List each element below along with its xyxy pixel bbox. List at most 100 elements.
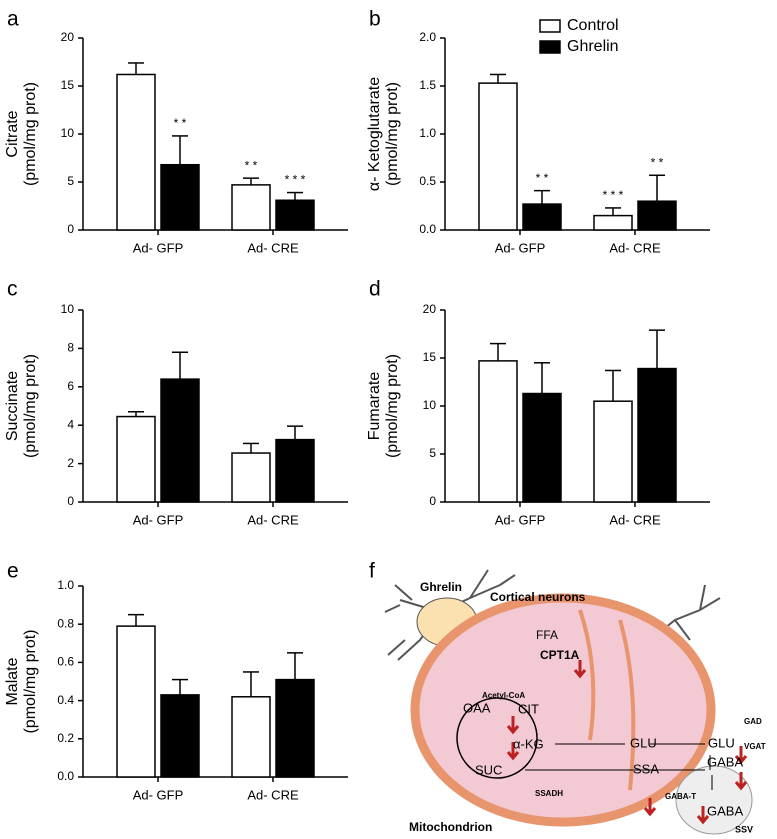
- diagram-label: GABA: [707, 754, 743, 769]
- y-tick-label: 20: [61, 30, 75, 44]
- x-tick-label: Ad- CRE: [247, 512, 299, 527]
- bar: [231, 696, 271, 778]
- y-tick-label: 1.0: [419, 126, 436, 140]
- diagram-label: Ghrelin: [420, 580, 462, 594]
- y-axis-label: Malate: [4, 657, 21, 705]
- bar: [116, 625, 156, 778]
- bar: [637, 367, 677, 503]
- legend-swatch: [539, 19, 561, 33]
- vesicle: [675, 765, 753, 835]
- x-tick-label: Ad- GFP: [495, 512, 546, 527]
- bar: [522, 392, 562, 503]
- diagram-label: α-KG: [513, 736, 544, 751]
- diagram-label: Mitochondrion: [409, 820, 492, 834]
- y-tick-label: 5: [67, 174, 74, 188]
- y-tick-label: 0: [67, 494, 74, 508]
- y-tick-label: 10: [423, 398, 437, 412]
- diagram-label: Cortical neurons: [490, 590, 586, 604]
- significance-label: * * *: [285, 173, 306, 187]
- diagram-label: GLU: [630, 735, 657, 750]
- legend-label: Ghrelin: [567, 38, 619, 55]
- diagram-label: SSV: [735, 824, 753, 834]
- y-tick-label: 0.2: [57, 731, 74, 745]
- diagram-label: SSADH: [535, 789, 563, 798]
- y-axis-unit: (pmol/mg prot): [384, 82, 401, 186]
- diagram-label: GABA-T: [665, 792, 696, 801]
- y-tick-label: 10: [61, 302, 75, 316]
- x-tick-label: Ad- GFP: [133, 512, 184, 527]
- x-tick-label: Ad- GFP: [133, 240, 184, 255]
- bar: [522, 203, 562, 231]
- bar: [116, 415, 156, 503]
- y-tick-label: 0.0: [419, 222, 436, 236]
- mitochondrion: [410, 593, 716, 827]
- x-tick-label: Ad- CRE: [609, 240, 661, 255]
- significance-label: * *: [536, 171, 549, 185]
- x-tick-label: Ad- CRE: [247, 787, 299, 802]
- diagram-label: OAA: [463, 700, 491, 715]
- y-tick-label: 5: [429, 446, 436, 460]
- diagram-label: CPT1A: [540, 648, 580, 662]
- y-axis-unit: (pmol/mg prot): [22, 629, 39, 733]
- significance-label: * *: [651, 155, 664, 169]
- crista: [578, 609, 636, 791]
- y-tick-label: 0: [429, 494, 436, 508]
- y-tick-label: 6: [67, 379, 74, 393]
- y-tick-label: 0.0: [57, 769, 74, 783]
- significance-label: * *: [245, 158, 258, 172]
- y-tick-label: 4: [67, 417, 74, 431]
- y-axis-unit: (pmol/mg prot): [22, 354, 39, 458]
- y-axis-label: Succinate: [4, 371, 21, 441]
- diagram-label: CIT: [518, 701, 539, 716]
- legend-swatch: [539, 40, 561, 54]
- y-tick-label: 1.0: [57, 578, 74, 592]
- diagram-label: SSA: [633, 761, 659, 776]
- panel-letter: b: [369, 8, 381, 31]
- metabolism-diagram: Ghrelin Cortical neurons FFA CPT1A Acetyl-Co…: [384, 569, 766, 835]
- y-tick-label: 2.0: [419, 30, 436, 44]
- bar: [478, 360, 518, 503]
- x-tick-label: Ad- CRE: [609, 512, 661, 527]
- y-tick-label: 10: [61, 126, 75, 140]
- y-tick-label: 0.8: [57, 616, 74, 630]
- y-tick-label: 0.6: [57, 655, 74, 669]
- y-axis-unit: (pmol/mg prot): [22, 82, 39, 186]
- bar: [160, 694, 200, 778]
- bar: [231, 184, 271, 231]
- panel-letter: a: [7, 8, 19, 31]
- x-tick-label: Ad- GFP: [133, 787, 184, 802]
- diagram-label: FFA: [536, 628, 558, 642]
- y-tick-label: 8: [67, 341, 74, 355]
- diagram-label: GABA: [707, 803, 743, 818]
- bar: [116, 73, 156, 231]
- y-tick-label: 0: [67, 222, 74, 236]
- decrease-arrow: [506, 660, 748, 825]
- bar: [637, 200, 677, 231]
- bar: [275, 678, 315, 778]
- bar: [593, 400, 633, 503]
- diagram-label: Acetyl-CoA: [482, 691, 525, 700]
- y-tick-label: 15: [61, 78, 75, 92]
- significance-label: * *: [174, 116, 187, 130]
- bar: [160, 378, 200, 503]
- bar: [593, 214, 633, 231]
- bar: [275, 199, 315, 231]
- bar: [478, 82, 518, 231]
- y-axis-label: Citrate: [4, 110, 21, 157]
- panel-letter: c: [7, 278, 18, 301]
- legend-label: Control: [567, 17, 619, 34]
- panel-letter: f: [369, 560, 375, 583]
- y-tick-label: 0.4: [57, 693, 74, 707]
- panel-letter: e: [7, 560, 19, 583]
- bar: [275, 438, 315, 503]
- significance-label: * * *: [603, 188, 624, 202]
- y-tick-label: 2: [67, 456, 74, 470]
- bar: [160, 163, 200, 231]
- x-tick-label: Ad- CRE: [247, 240, 299, 255]
- tca-cycle: [456, 697, 538, 779]
- y-axis-label: Fumarate: [366, 372, 383, 441]
- y-axis-label: α- Ketoglutarate: [366, 77, 383, 191]
- diagram-label: GAD: [744, 717, 762, 726]
- panel-letter: d: [369, 278, 381, 301]
